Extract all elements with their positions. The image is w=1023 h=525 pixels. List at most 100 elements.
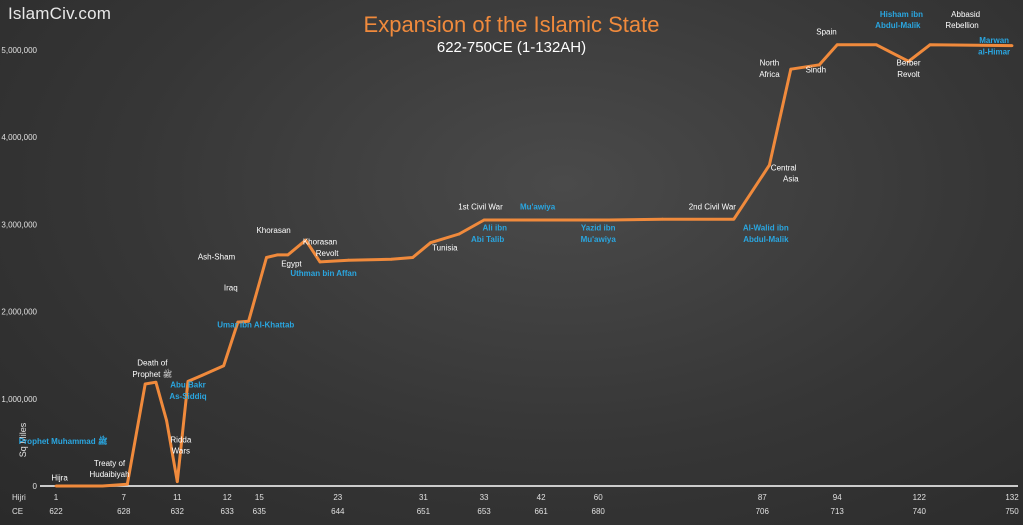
x-tick-hijri: 33	[480, 493, 489, 502]
event-label: Revolt	[897, 70, 920, 79]
event-label: Asia	[783, 175, 799, 184]
data-point	[789, 67, 793, 71]
data-point	[835, 43, 839, 47]
ruler-label: Al-Walid ibn	[743, 224, 789, 233]
data-point	[186, 379, 190, 383]
x-tick-hijri: 42	[537, 493, 546, 502]
x-tick-hijri: 7	[122, 493, 127, 502]
x-tick-hijri: 31	[419, 493, 428, 502]
event-label: Revolt	[316, 249, 339, 258]
data-point	[275, 253, 279, 257]
data-point	[143, 382, 147, 386]
series-area-line	[54, 43, 1014, 488]
ruler-label: Abdul-Malik	[875, 21, 921, 30]
data-point	[768, 163, 771, 167]
x-tick-ce: 651	[417, 507, 431, 516]
event-label: Tunisia	[432, 244, 458, 253]
y-tick-label: 1,000,000	[1, 395, 37, 404]
ruler-label: Mu'awiya	[581, 235, 617, 244]
x-axis: Hijri CE 1 622 7 628 11 632 12 633 15 635 23 644 31 651…	[12, 493, 1019, 516]
event-label: Central	[771, 163, 797, 172]
event-label: North	[760, 59, 780, 68]
chart-subtitle: 622-750CE (1-132AH)	[436, 39, 587, 56]
ruler-label: Umar ibn Al-Khattab	[217, 320, 294, 329]
x-tick-hijri: 12	[223, 493, 232, 502]
event-label: 2nd Civil War	[689, 203, 737, 212]
event-label: Hudaibiyah	[89, 470, 129, 479]
event-label: Prophet ﷺ	[132, 368, 172, 379]
data-point	[265, 256, 268, 259]
event-label: Spain	[816, 27, 836, 36]
event-label: Ridda	[170, 435, 191, 444]
event-label: Khorasan	[303, 237, 337, 246]
y-tick-label: 3,000,000	[1, 220, 37, 229]
data-point	[429, 241, 432, 245]
data-point	[247, 319, 251, 323]
data-point	[200, 373, 204, 377]
x-tick-hijri: 1	[54, 493, 59, 502]
data-point	[539, 218, 543, 222]
y-tick-label: 2,000,000	[1, 308, 37, 317]
ruler-label: Abu Bakr	[170, 380, 206, 389]
x-tick-hijri: 11	[173, 493, 182, 502]
x-tick-ce: 740	[913, 507, 927, 516]
data-point	[817, 63, 821, 67]
data-point	[222, 364, 226, 368]
x-tick-ce: 750	[1005, 507, 1019, 516]
data-point	[100, 484, 104, 488]
annotation-layer: Hijra Prophet Muhammad ﷺ Treaty of Hudaibiy…	[19, 10, 1010, 482]
event-label: Khorasan	[256, 226, 290, 235]
event-label: Rebellion	[945, 21, 978, 30]
ruler-label: al-Himar	[978, 47, 1010, 56]
data-point	[732, 217, 736, 221]
data-point	[154, 380, 158, 384]
data-point	[165, 419, 168, 422]
x-tick-ce: 653	[477, 507, 491, 516]
ruler-label: Abi Talib	[471, 235, 504, 244]
data-point	[607, 218, 611, 222]
x-tick-hijri: 87	[758, 493, 767, 502]
data-point	[389, 257, 393, 261]
data-point	[236, 320, 240, 324]
ruler-label: Mu'awiya	[520, 203, 556, 212]
x-tick-ce: 628	[117, 507, 131, 516]
x-tick-hijri: 122	[913, 493, 927, 502]
x-tick-ce: 644	[331, 507, 345, 516]
event-label: Wars	[172, 447, 190, 456]
y-axis-title: Sq Miles	[18, 422, 28, 457]
ruler-label: Hisham ibn	[880, 10, 923, 19]
data-point	[286, 253, 290, 257]
event-label: Abbasid	[951, 10, 980, 19]
x-tick-ce: 706	[756, 507, 770, 516]
x-tick-hijri: 23	[333, 493, 342, 502]
event-label: Iraq	[224, 284, 238, 293]
data-point	[125, 482, 129, 486]
x-tick-ce: 713	[831, 507, 845, 516]
ruler-label: As-Siddiq	[169, 392, 206, 401]
ruler-label: Uthman bin Affan	[290, 269, 356, 278]
event-label: 1st Civil War	[458, 203, 503, 212]
data-point	[907, 59, 910, 63]
data-point	[661, 217, 664, 221]
data-point	[1010, 44, 1014, 48]
data-point	[457, 232, 461, 236]
chart-title: Expansion of the Islamic State	[363, 12, 660, 37]
x-tick-ce: 633	[221, 507, 235, 516]
data-point	[928, 43, 932, 47]
y-tick-label: 5,000,000	[1, 46, 37, 55]
event-label: Treaty of	[94, 459, 126, 468]
data-point	[54, 484, 58, 488]
event-label: Egypt	[281, 259, 302, 268]
x-tick-hijri: 94	[833, 493, 842, 502]
x-row-label-hijri: Hijri	[12, 493, 26, 502]
data-point	[571, 218, 575, 222]
event-label: Berber	[897, 59, 921, 68]
ruler-label: Marwan	[979, 36, 1009, 45]
ruler-label: Prophet Muhammad ﷺ	[19, 435, 108, 446]
ruler-label: Yazid ibn	[581, 224, 616, 233]
data-point	[304, 238, 308, 242]
x-tick-ce: 680	[592, 507, 606, 516]
ruler-label: Abdul-Malik	[743, 235, 789, 244]
y-tick-label: 4,000,000	[1, 133, 37, 142]
